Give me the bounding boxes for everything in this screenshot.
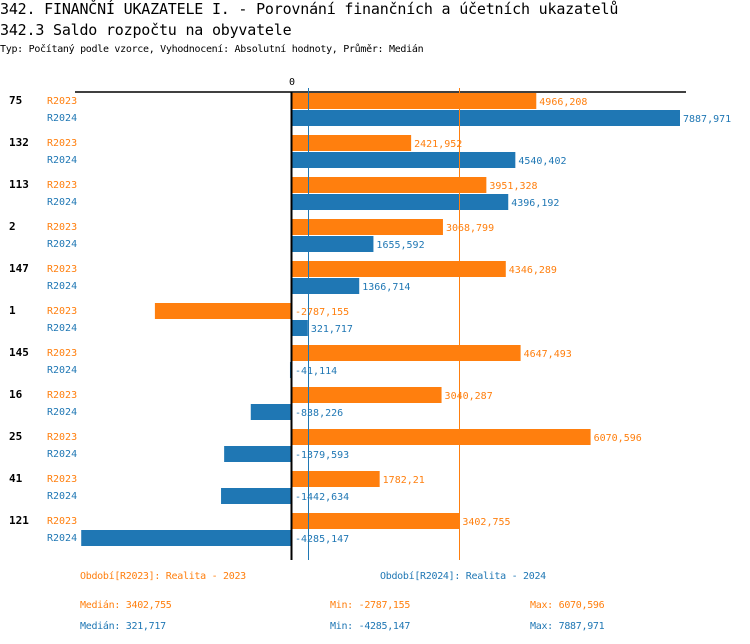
bar-r2023: [292, 135, 412, 151]
series-label: R2023: [47, 348, 77, 359]
category-label: 147: [9, 262, 29, 275]
category-label: 121: [9, 514, 29, 527]
bar-r2023: [292, 387, 442, 403]
r2023-max-stat: Max: 6070,596: [530, 600, 605, 611]
chart-info: Typ: Počítaný podle vzorce, Vyhodnocení:…: [0, 44, 424, 55]
data-label: 4540,402: [518, 156, 566, 167]
chart-subtitle: 342.3 Saldo rozpočtu na obyvatele: [0, 21, 292, 39]
bar-r2023: [292, 345, 521, 361]
data-label: 4647,493: [524, 349, 572, 360]
data-label: 3040,287: [445, 391, 493, 402]
bar-r2023: [292, 513, 460, 529]
series-label: R2023: [47, 390, 77, 401]
category-label: 75: [9, 94, 22, 107]
category-label: 2: [9, 220, 16, 233]
r2023-median-stat: Medián: 3402,755: [80, 600, 172, 611]
series-label: R2023: [47, 264, 77, 275]
bar-r2024: [292, 320, 308, 336]
data-label: -41,114: [295, 366, 337, 377]
bar-r2023: [154, 303, 292, 319]
bar-r2023: [292, 177, 487, 193]
series-label: R2023: [47, 180, 77, 191]
data-label: -4285,147: [295, 534, 349, 545]
data-label: 1366,714: [362, 282, 410, 293]
series-label: R2024: [47, 113, 77, 124]
data-label: -2787,155: [295, 307, 349, 318]
data-label: 6070,596: [594, 433, 642, 444]
category-label: 145: [9, 346, 29, 359]
bar-r2023: [292, 93, 537, 109]
data-label: -1442,634: [295, 492, 349, 503]
series-label: R2023: [47, 306, 77, 317]
series-label: R2024: [47, 155, 77, 166]
bar-r2024: [292, 152, 516, 168]
legend-r2023-title: Období[R2023]: Realita - 2023: [80, 571, 246, 582]
category-label: 113: [9, 178, 29, 191]
zero-tick-label: 0: [289, 77, 295, 88]
bar-chart: 0 75 R2023 4966,208 R2024 7887,971 132 R2023 242…: [9, 77, 731, 560]
bar-r2023: [292, 261, 506, 277]
series-label: R2024: [47, 281, 77, 292]
series-label: R2024: [47, 407, 77, 418]
r2024-median-stat: Medián: 321,717: [80, 621, 166, 632]
bar-r2024: [81, 530, 293, 546]
data-label: 3402,755: [462, 517, 510, 528]
series-label: R2023: [47, 432, 77, 443]
bar-r2024: [292, 236, 374, 252]
bar-r2023: [292, 471, 380, 487]
data-label: 4346,289: [509, 265, 557, 276]
bar-r2024: [250, 404, 292, 420]
series-label: R2023: [47, 474, 77, 485]
bar-r2024: [292, 278, 360, 294]
data-label: -838,226: [295, 408, 343, 419]
series-label: R2024: [47, 449, 77, 460]
series-label: R2023: [47, 222, 77, 233]
series-label: R2023: [47, 516, 77, 527]
series-label: R2024: [47, 533, 77, 544]
data-label: 321,717: [311, 324, 353, 335]
data-label: 4396,192: [511, 198, 559, 209]
series-label: R2024: [47, 323, 77, 334]
data-label: 7887,971: [683, 114, 731, 125]
category-label: 132: [9, 136, 29, 149]
series-label: R2023: [47, 138, 77, 149]
category-label: 41: [9, 472, 23, 485]
page-title: 342. FINANČNÍ UKAZATELE I. - Porovnání f…: [0, 0, 619, 18]
series-label: R2024: [47, 365, 77, 376]
series-label: R2024: [47, 197, 77, 208]
data-label: 4966,208: [539, 97, 587, 108]
legend-r2024-title: Období[R2024]: Realita - 2024: [380, 571, 546, 582]
data-label: 1782,21: [383, 475, 425, 486]
series-label: R2024: [47, 239, 77, 250]
category-label: 16: [9, 388, 23, 401]
series-label: R2024: [47, 491, 77, 502]
category-label: 1: [9, 304, 16, 317]
data-label: -1379,593: [295, 450, 349, 461]
bar-r2023: [292, 429, 591, 445]
bar-r2024: [292, 194, 509, 210]
r2024-max-stat: Max: 7887,971: [530, 621, 605, 632]
data-label: 2421,952: [414, 139, 462, 150]
bar-r2024: [224, 446, 292, 462]
r2023-min-stat: Min: -2787,155: [330, 600, 411, 611]
data-label: 3068,799: [446, 223, 494, 234]
data-label: 3951,328: [489, 181, 537, 192]
r2024-min-stat: Min: -4285,147: [330, 621, 411, 632]
bar-r2024: [292, 110, 680, 126]
bar-r2023: [292, 219, 443, 235]
series-label: R2023: [47, 96, 77, 107]
data-label: 1655,592: [376, 240, 424, 251]
category-label: 25: [9, 430, 22, 443]
bar-r2024: [221, 488, 292, 504]
